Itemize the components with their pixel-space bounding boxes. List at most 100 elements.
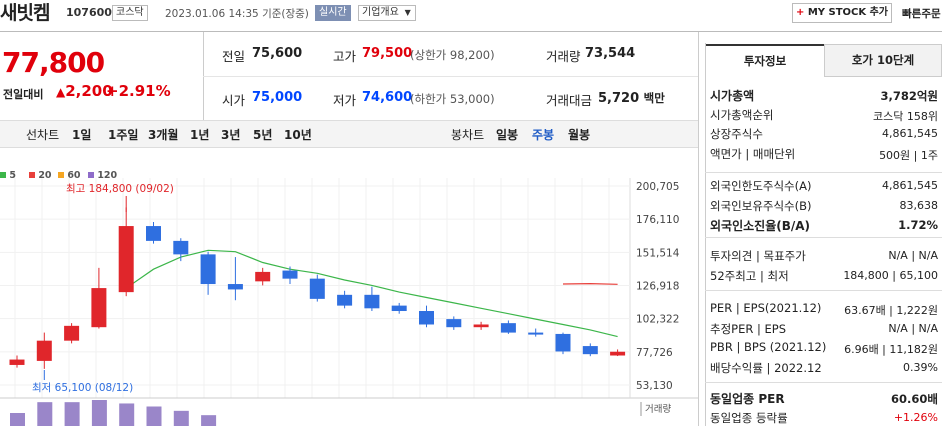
info-value: 4,861,545 [882,179,938,192]
info-label: 외국인보유주식수(B) [710,198,812,213]
info-label: 52주최고 | 최저 [710,268,789,283]
info-row: 액면가 | 매매단위 500원 | 1주 [710,146,938,164]
candle [9,355,25,368]
legend-ma120: 120 [88,170,117,181]
info-label: 상장주식수 [710,127,763,141]
info-row: 투자의견 | 목표주가 N/A | N/A [710,248,938,266]
candle [419,305,434,328]
volume-bar [64,402,80,426]
info-label: 동일업종 PER [710,392,785,406]
open-value: 75,000 [252,90,303,105]
low-value: 74,600 [362,90,413,105]
info-row: 시가총액 3,782억원 [710,87,938,105]
candle-chart-label: 봉차트 [451,128,485,142]
low-label: 저가 [333,93,357,108]
y-tick-label: 200,705 [636,181,679,193]
realtime-badge[interactable]: 실시간 [315,5,351,21]
change-label: 전일대비 [3,88,44,101]
tab-1w[interactable]: 1주일 [108,128,139,142]
info-label: 외국인한도주식수(A) [710,179,812,193]
info-row: 동일업종 등락률 +1.26% [710,410,938,426]
info-divider [705,382,942,383]
candle [227,257,243,301]
tab-3m[interactable]: 3개월 [148,128,179,142]
candle [36,332,52,369]
candle [118,207,134,297]
candle [91,267,107,329]
tab-3y[interactable]: 3년 [221,128,241,142]
prev-close-value: 75,600 [252,46,303,61]
current-price: 77,800 [2,46,105,79]
ma20-line [562,282,618,285]
info-label: PBR | BPS (2021.12) [710,340,827,354]
info-value: 500원 | 1주 [879,148,938,162]
high-annotation: 최고 184,800 (09/02) [66,183,174,195]
candle [473,321,489,330]
info-row: 추정PER | EPS N/A | N/A [710,321,938,339]
tab-monthly[interactable]: 월봉 [568,128,591,142]
volume-bar [173,410,189,426]
info-row: PBR | BPS (2021.12) 6.96배 | 11,182원 [710,340,938,358]
tab-5y[interactable]: 5년 [253,128,273,142]
prev-close-label: 전일 [222,49,246,64]
info-row: 동일업종 PER 60.60배 [710,390,938,408]
tab-1d[interactable]: 1일 [72,128,92,142]
info-label: 추정PER | EPS [710,321,787,336]
chevron-down-icon: ▼ [404,8,411,17]
info-label: 시가총액순위 [710,107,774,122]
info-label: 투자의견 | 목표주가 [710,249,806,263]
info-row: 외국인소진율(B/A) 1.72% [710,217,938,235]
info-label: 배당수익률 | 2022.12 [710,360,822,375]
info-label: 액면가 | 매매단위 [710,146,796,161]
stock-code: 107600 [66,6,112,19]
volume-bar [119,403,135,426]
candle [500,320,516,334]
tab-daily[interactable]: 일봉 [496,128,519,142]
info-label: 외국인소진율(B/A) [710,219,811,233]
line-chart-label: 선차트 [26,128,60,142]
info-value: 4,861,545 [882,127,938,140]
info-value: N/A | N/A [888,249,938,262]
volume-bar [146,406,162,426]
info-value: 6.96배 | 11,182원 [844,343,938,356]
info-panel [705,43,942,426]
info-value: 0.39% [903,360,938,374]
my-stock-add-button[interactable]: + MY STOCK 추가 [792,3,892,23]
info-value: 1.72% [898,218,938,232]
info-row: 배당수익률 | 2022.12 0.39% [710,360,938,378]
candle [528,328,544,337]
high-label: 고가 [333,49,357,64]
tab-weekly[interactable]: 주봉 [532,128,555,142]
info-value: N/A | N/A [888,321,938,335]
candle [582,343,598,357]
chart-period-bar [0,120,698,148]
y-tick-label: 77,726 [636,347,673,359]
y-tick-label: 102,322 [636,314,679,326]
y-tick-label: 53,130 [636,380,673,392]
quote-datetime: 2023.01.06 14:35 기준(장중) [165,8,309,20]
info-divider [705,237,942,238]
info-row: 상장주식수 4,861,545 [710,126,938,144]
y-tick-label: 126,918 [636,281,679,293]
market-badge: 코스닥 [112,5,148,21]
tab-1y[interactable]: 1년 [190,128,210,142]
low-annotation: 최저 65,100 (08/12) [32,382,133,394]
candle [610,349,626,357]
candle [200,251,216,295]
info-value: +1.26% [893,410,938,424]
price-change-pct: +2.91% [106,82,171,100]
upper-limit: (상한가 98,200) [410,48,495,62]
volume-bar [201,415,217,426]
amount-label: 거래대금 [546,93,593,108]
y-tick-label: 176,110 [636,214,679,226]
candle [146,222,161,244]
candle [64,323,80,344]
quick-order-button[interactable]: 빠른주문 [902,8,941,20]
info-row: 시가총액순위 코스닥 158위 [710,107,938,125]
company-overview-select[interactable]: 기업개요 ▼ [358,5,416,21]
tab-invest-info[interactable]: 투자정보 [706,44,824,77]
tab-10y[interactable]: 10년 [284,128,312,142]
tab-ask-10[interactable]: 호가 10단계 [824,44,942,77]
high-value: 79,500 [362,46,413,61]
candle [309,274,325,302]
